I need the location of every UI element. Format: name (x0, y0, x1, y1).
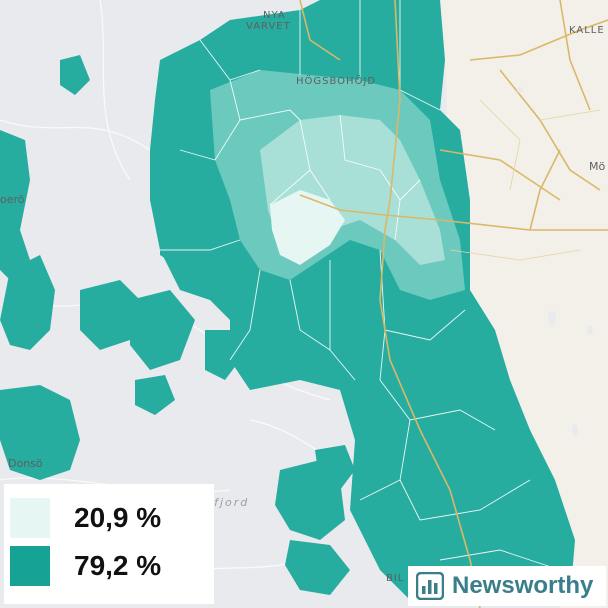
brand-name: Newsworthy (452, 572, 594, 599)
place-label-nya: NYA (263, 10, 286, 21)
newsworthy-logo-icon (416, 572, 444, 600)
brand-badge: Newsworthy (408, 566, 606, 606)
map-legend: 20,9 % 79,2 % (4, 484, 214, 604)
legend-swatch-low (10, 498, 50, 538)
legend-swatch-high (10, 546, 50, 586)
islands (0, 55, 355, 595)
place-label-hogsbohojd: HÖGSBOHÖJD (296, 76, 377, 87)
place-label-varvet: VARVET (246, 21, 291, 32)
place-label-nya-varvet: NYA VARVET (246, 10, 291, 32)
roads (299, 0, 608, 608)
place-label-molndal: Mö (589, 160, 606, 173)
place-label-donso: Donsö (8, 457, 43, 470)
mainland-area (440, 0, 608, 608)
legend-row-high: 79,2 % (10, 546, 161, 586)
place-label-kalle: KALLE (569, 25, 605, 36)
place-label-styrso: oerö (0, 193, 25, 206)
minor-roads (449, 99, 601, 261)
legend-value-low: 20,9 % (74, 502, 162, 533)
region-lowest-share[interactable] (270, 190, 345, 265)
district-boundaries (160, 0, 561, 571)
legend-value-high: 79,2 % (74, 550, 162, 581)
place-label-billdal: BIL (386, 573, 405, 584)
lakes (517, 87, 593, 436)
legend-row-low: 20,9 % (10, 498, 161, 538)
